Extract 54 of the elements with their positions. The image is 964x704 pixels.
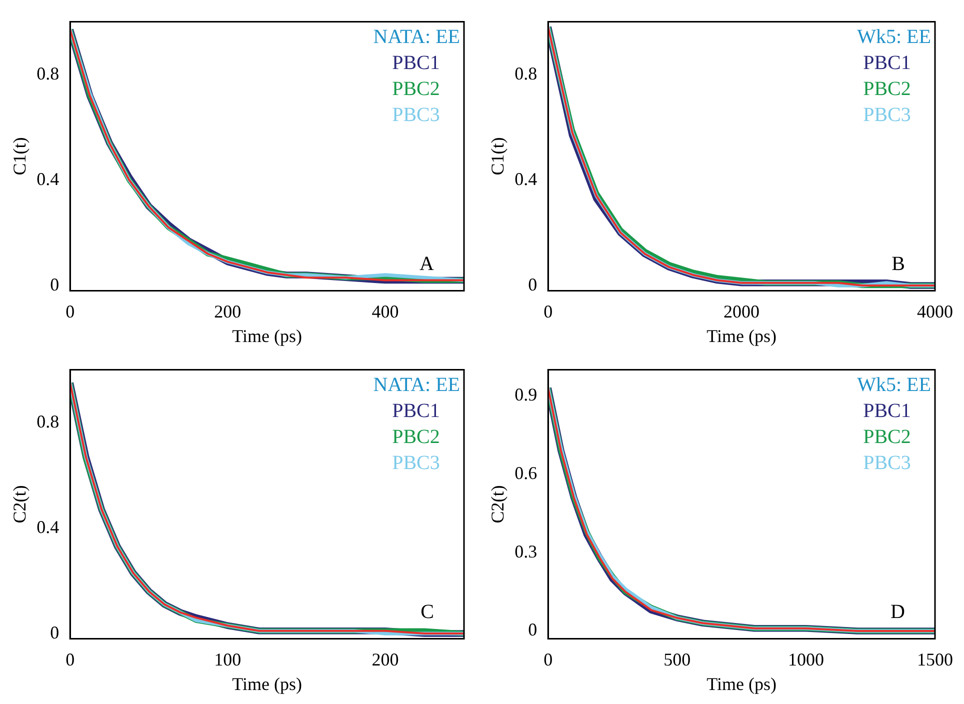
y-tick-label: 0 (50, 274, 60, 294)
x-tick-label: 0 (66, 649, 75, 670)
x-tick-label: 100 (214, 649, 242, 670)
text: PBC3 (863, 104, 911, 126)
x-tick-label: 500 (664, 649, 691, 670)
x-tick-label: 200 (372, 649, 399, 670)
text: PBC2 (392, 426, 440, 448)
text: PBC1 (863, 52, 911, 74)
y-tick-label: 0 (528, 274, 538, 294)
annotation: A (420, 253, 435, 276)
y-tick-label: 0.4 (36, 168, 60, 189)
text: PBC2 (863, 426, 911, 448)
y-axis-title: C2(t) (10, 485, 30, 524)
x-axis-title: Time (ps) (232, 326, 302, 346)
x-tick-label: 200 (214, 301, 242, 322)
y-tick-label: 0.9 (514, 384, 538, 405)
y-tick-label: 0.8 (36, 63, 60, 84)
y-tick-label: 0.8 (514, 63, 538, 84)
y-tick-label: 0.6 (514, 463, 538, 483)
x-tick-label: 4000 (917, 301, 953, 322)
text: PBC3 (863, 452, 911, 474)
y-tick-label: 0.8 (36, 411, 60, 432)
y-axis-title: C1(t) (10, 137, 30, 176)
text: PBC2 (863, 78, 911, 100)
text: PBC1 (863, 400, 911, 422)
y-axis-title: C1(t) (488, 137, 508, 176)
legend-title: NATA: EE (373, 26, 460, 48)
legend-title: NATA: EE (373, 374, 460, 396)
text: PBC1 (392, 52, 440, 74)
x-tick-label: 1000 (788, 649, 824, 670)
x-tick-label: 0 (544, 649, 553, 670)
x-axis-title: Time (ps) (706, 326, 776, 346)
x-tick-label: 2000 (724, 301, 760, 322)
y-axis-title: C2(t) (488, 485, 508, 524)
x-axis-title: Time (ps) (232, 674, 302, 694)
y-tick-label: 0.3 (514, 541, 538, 562)
x-tick-label: 400 (372, 301, 399, 322)
annotation: D (890, 601, 905, 624)
annotation: C (420, 601, 434, 624)
x-tick-label: 1500 (917, 649, 953, 670)
x-tick-label: 0 (544, 301, 553, 322)
text: PBC3 (392, 452, 440, 474)
text: PBC1 (392, 400, 440, 422)
y-tick-label: 0 (50, 622, 60, 642)
y-tick-label: 0.4 (514, 168, 538, 189)
x-tick-label: 0 (66, 301, 75, 322)
legend-title: Wk5: EE (857, 374, 931, 396)
legend-title: Wk5: EE (857, 26, 931, 48)
annotation: B (892, 253, 905, 276)
y-tick-label: 0.4 (36, 516, 60, 537)
text: PBC3 (392, 104, 440, 126)
text: PBC2 (392, 78, 440, 100)
y-tick-label: 0 (528, 620, 538, 640)
x-axis-title: Time (ps) (706, 674, 776, 694)
